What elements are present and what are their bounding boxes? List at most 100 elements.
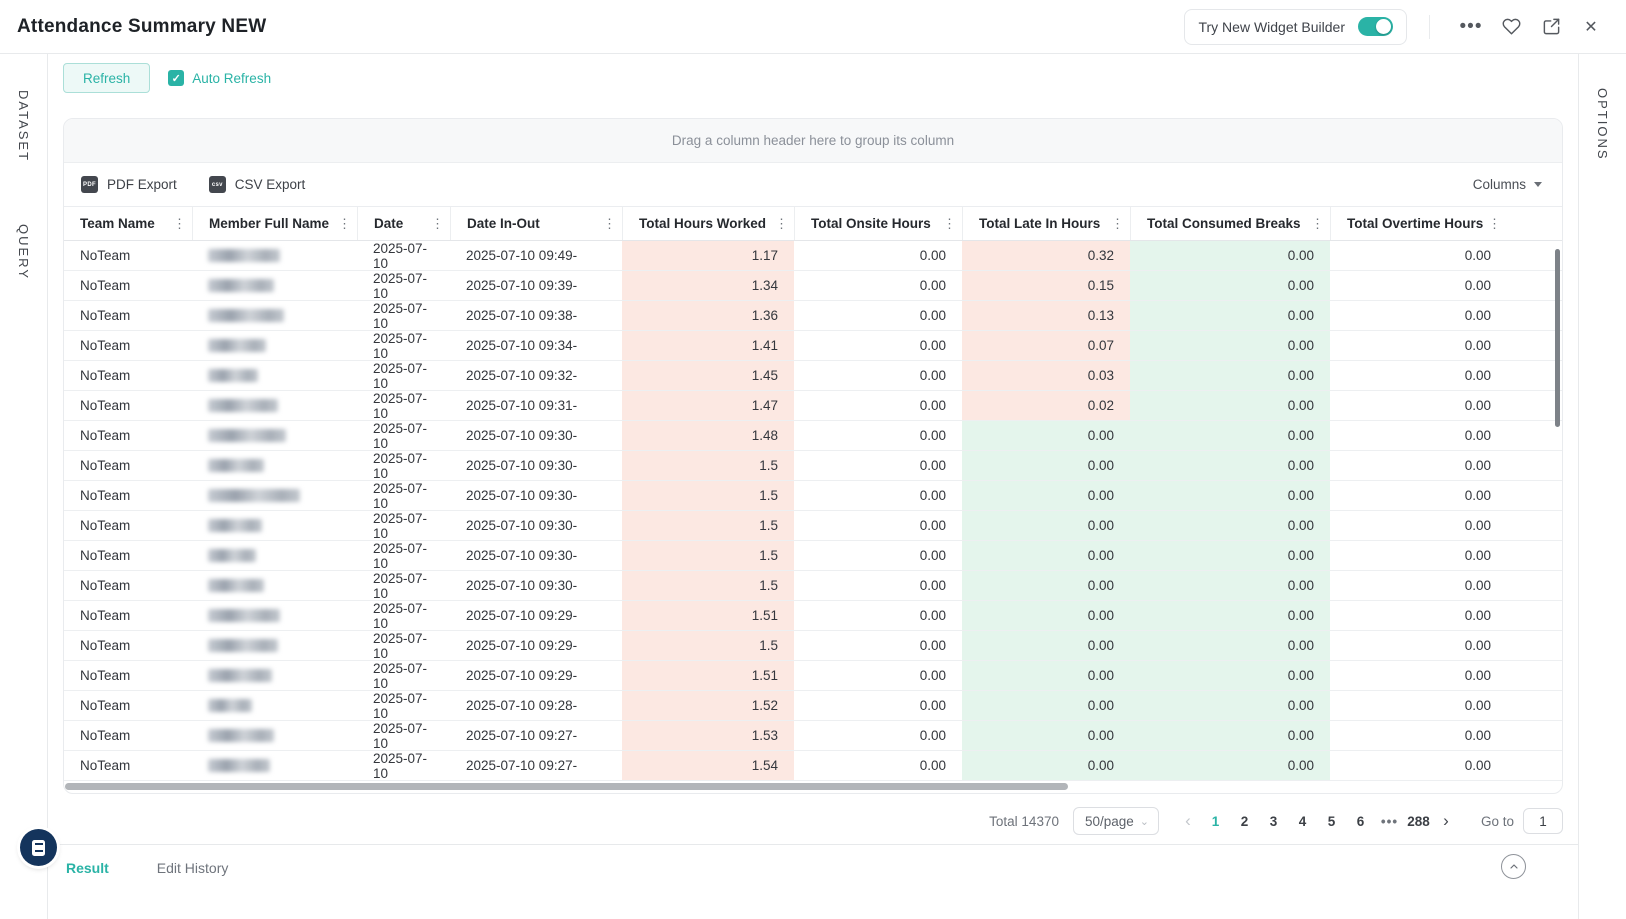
cell-total-late-in-hours: 0.00 [962,601,1130,630]
column-menu-icon[interactable]: ⋮ [943,215,956,231]
rail-tab-query[interactable]: QUERY [16,224,31,280]
cell-date-in-out: 2025-07-10 09:30- [466,428,578,443]
table-row: NoTeam 2025-07-10 2025-07-10 09:30- 1.5 0.00… [64,541,1562,571]
rail-tab-options[interactable]: OPTIONS [1595,88,1610,161]
redacted-name-blur [208,669,272,682]
cell-team-name: NoTeam [80,248,131,263]
goto-label: Go to [1480,813,1514,829]
more-options-icon[interactable]: ••• [1459,16,1483,37]
cell-total-hours-worked: 1.45 [622,361,794,390]
redacted-name-blur [208,399,278,412]
cell-date-in-out: 2025-07-10 09:38- [466,308,578,323]
share-icon[interactable] [1536,12,1566,42]
column-menu-icon[interactable]: ⋮ [603,215,616,231]
cell-total-consumed-breaks: 0.00 [1130,721,1330,750]
cell-total-onsite-hours: 0.00 [919,308,946,323]
cell-total-overtime-hours: 0.00 [1464,458,1491,473]
group-drop-zone[interactable]: Drag a column header here to group its c… [64,119,1562,163]
csv-export-button[interactable]: csv CSV Export [208,176,305,193]
close-icon[interactable]: ✕ [1584,18,1598,36]
header-divider [1429,14,1430,39]
tab-result[interactable]: Result [66,860,109,876]
assistant-fab-button[interactable] [20,829,57,866]
page-number-6[interactable]: 6 [1356,813,1365,829]
redacted-name-blur [208,759,270,772]
column-header-label: Total Overtime Hours [1347,216,1484,231]
column-header-total-onsite-hours[interactable]: Total Onsite Hours ⋮ [794,207,962,240]
page-number-5[interactable]: 5 [1327,813,1336,829]
goto-page-input[interactable] [1523,808,1563,834]
column-menu-icon[interactable]: ⋮ [338,215,351,231]
cell-total-hours-worked: 1.5 [622,511,794,540]
toggle-knob [1376,19,1391,34]
cell-total-overtime-hours: 0.00 [1464,248,1491,263]
auto-refresh-control[interactable]: ✓ Auto Refresh [168,70,271,86]
column-header-date-in-out[interactable]: Date In-Out ⋮ [450,207,622,240]
cell-total-consumed-breaks: 0.00 [1130,331,1330,360]
cell-date-in-out: 2025-07-10 09:34- [466,338,578,353]
widget-builder-pill[interactable]: Try New Widget Builder [1184,8,1407,45]
cell-total-overtime-hours: 0.00 [1464,308,1491,323]
column-header-label: Total Onsite Hours [811,216,931,231]
cell-member-name-redacted [192,361,357,390]
page-number-288[interactable]: 288 [1407,813,1430,829]
cell-date: 2025-07-10 [373,660,428,691]
column-menu-icon[interactable]: ⋮ [173,215,186,231]
vertical-scrollbar-thumb[interactable] [1555,249,1560,427]
refresh-button[interactable]: Refresh [63,63,151,93]
app-header: Attendance Summary NEW Try New Widget Bu… [0,0,1626,54]
cell-team-name: NoTeam [80,308,131,323]
redacted-name-blur [208,249,280,262]
page-number-4[interactable]: 4 [1298,813,1307,829]
page-size-select[interactable]: 50/page ⌄ [1072,807,1159,835]
cell-total-onsite-hours: 0.00 [919,488,946,503]
page-number-3[interactable]: 3 [1269,813,1278,829]
cell-total-hours-worked: 1.34 [622,271,794,300]
auto-refresh-checkbox[interactable]: ✓ [168,70,185,86]
column-menu-icon[interactable]: ⋮ [1488,215,1501,231]
column-header-total-overtime-hours[interactable]: Total Overtime Hours ⋮ [1330,207,1507,240]
page-number-1[interactable]: 1 [1211,813,1220,829]
column-menu-icon[interactable]: ⋮ [1311,215,1324,231]
column-header-date[interactable]: Date ⋮ [357,207,450,240]
total-count-label: Total 14370 [989,813,1059,829]
collapse-panel-button[interactable] [1501,854,1526,879]
prev-page-button[interactable]: ‹ [1185,811,1191,830]
cell-total-overtime-hours: 0.00 [1464,278,1491,293]
cell-total-late-in-hours: 0.00 [962,691,1130,720]
cell-total-hours-worked: 1.36 [622,301,794,330]
cell-total-hours-worked: 1.5 [622,451,794,480]
widget-builder-toggle[interactable] [1358,17,1393,36]
auto-refresh-label: Auto Refresh [192,70,272,86]
horizontal-scrollbar[interactable] [64,781,1562,793]
next-page-button[interactable]: › [1443,811,1449,830]
cell-total-consumed-breaks: 0.00 [1130,511,1330,540]
cell-total-late-in-hours: 0.00 [962,481,1130,510]
column-menu-icon[interactable]: ⋮ [1111,215,1124,231]
cell-date-in-out: 2025-07-10 09:30- [466,518,578,533]
column-menu-icon[interactable]: ⋮ [775,215,788,231]
table-row: NoTeam 2025-07-10 2025-07-10 09:27- 1.54 0.0… [64,751,1562,781]
page-ellipsis[interactable]: ••• [1380,813,1399,829]
tab-edit-history[interactable]: Edit History [156,860,229,876]
table-row: NoTeam 2025-07-10 2025-07-10 09:39- 1.34 0.0… [64,271,1562,301]
cell-date: 2025-07-10 [373,750,428,781]
column-menu-icon[interactable]: ⋮ [431,215,444,231]
favorite-heart-icon[interactable] [1496,12,1526,42]
cell-date-in-out: 2025-07-10 09:29- [466,608,578,623]
redacted-name-blur [208,549,256,562]
pdf-export-button[interactable]: PDF PDF Export [81,176,177,193]
column-header-total-hours-worked[interactable]: Total Hours Worked ⋮ [622,207,794,240]
cell-member-name-redacted [192,721,357,750]
columns-dropdown[interactable]: Columns [1473,177,1542,192]
column-header-team-name[interactable]: Team Name ⋮ [64,207,192,240]
horizontal-scrollbar-thumb[interactable] [65,783,1068,790]
rail-tab-dataset[interactable]: DATASET [16,90,31,163]
column-header-total-late-in-hours[interactable]: Total Late In Hours ⋮ [962,207,1130,240]
column-header-member-full-name[interactable]: Member Full Name ⋮ [192,207,357,240]
cell-team-name: NoTeam [80,518,131,533]
cell-total-overtime-hours: 0.00 [1464,398,1491,413]
cell-team-name: NoTeam [80,458,131,473]
column-header-total-consumed-breaks[interactable]: Total Consumed Breaks ⋮ [1130,207,1330,240]
page-number-2[interactable]: 2 [1240,813,1249,829]
